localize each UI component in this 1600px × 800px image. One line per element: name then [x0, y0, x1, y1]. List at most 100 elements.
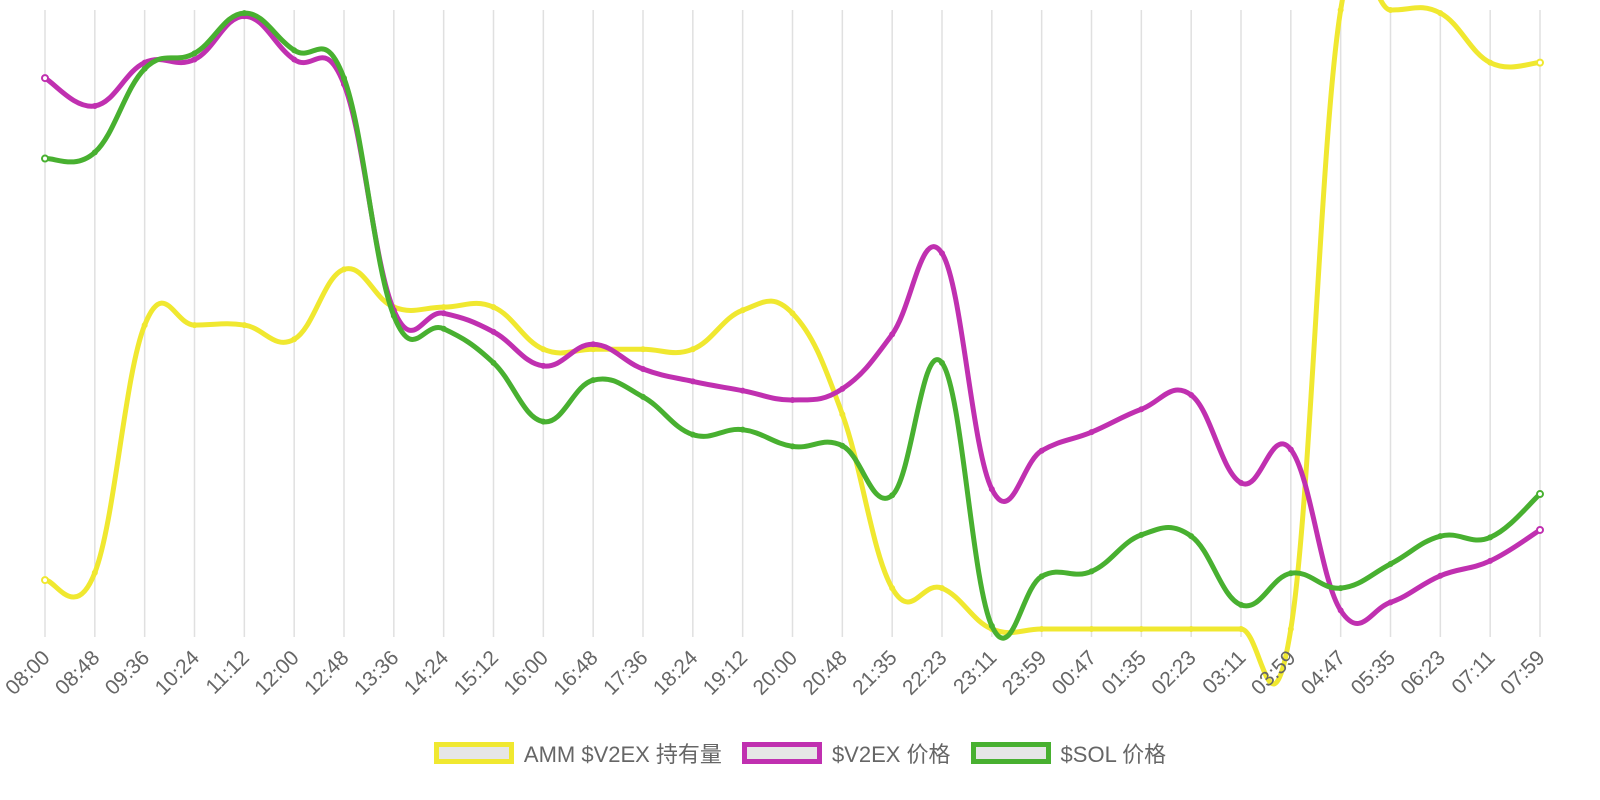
data-point[interactable] — [640, 346, 646, 353]
data-point[interactable] — [1238, 626, 1244, 632]
data-point[interactable] — [1038, 447, 1045, 454]
data-point[interactable] — [341, 75, 347, 82]
data-point[interactable] — [540, 418, 547, 425]
data-point[interactable] — [440, 325, 447, 332]
data-point[interactable] — [939, 250, 945, 257]
data-point[interactable] — [291, 56, 298, 63]
data-point[interactable] — [91, 149, 98, 156]
data-point[interactable] — [1138, 531, 1145, 538]
data-point[interactable] — [889, 331, 896, 338]
data-point[interactable] — [590, 377, 597, 384]
data-point[interactable] — [1088, 568, 1095, 575]
data-point[interactable] — [341, 266, 347, 273]
data-point[interactable] — [41, 576, 49, 585]
data-point[interactable] — [889, 585, 896, 592]
legend-item-v2ex-price[interactable]: $V2EX 价格 — [741, 737, 951, 769]
data-point[interactable] — [1487, 59, 1494, 66]
data-point[interactable] — [141, 65, 148, 72]
data-point[interactable] — [889, 492, 896, 499]
x-tick-label: 00:47 — [1048, 646, 1101, 699]
data-point[interactable] — [939, 359, 945, 366]
data-point[interactable] — [1387, 561, 1394, 568]
data-point[interactable] — [490, 328, 497, 335]
data-point[interactable] — [689, 378, 696, 385]
data-point[interactable] — [988, 486, 995, 493]
data-point[interactable] — [1138, 406, 1145, 413]
data-point[interactable] — [1238, 479, 1244, 486]
data-point[interactable] — [1188, 626, 1195, 632]
series-line — [42, 10, 1543, 641]
data-point[interactable] — [1138, 626, 1145, 632]
data-point[interactable] — [91, 569, 98, 576]
data-point[interactable] — [689, 431, 696, 438]
data-point[interactable] — [540, 346, 547, 353]
data-point[interactable] — [1238, 601, 1244, 608]
data-point[interactable] — [1038, 626, 1045, 632]
data-point[interactable] — [191, 56, 198, 63]
data-point[interactable] — [1437, 10, 1444, 17]
data-point[interactable] — [1188, 392, 1195, 399]
data-point[interactable] — [1038, 573, 1045, 580]
data-point[interactable] — [1387, 7, 1394, 13]
data-point[interactable] — [590, 346, 597, 353]
data-point[interactable] — [1337, 585, 1344, 592]
data-point[interactable] — [1337, 7, 1344, 13]
data-point[interactable] — [739, 387, 746, 394]
x-tick-label: 18:24 — [649, 646, 703, 700]
data-point[interactable] — [141, 322, 148, 329]
data-point[interactable] — [440, 304, 447, 311]
data-point[interactable] — [241, 322, 248, 329]
data-point[interactable] — [490, 304, 497, 311]
data-point[interactable] — [789, 443, 796, 450]
legend[interactable]: AMM $V2EX 持有量 $V2EX 价格 $SOL 价格 — [0, 736, 1600, 770]
data-point[interactable] — [1287, 446, 1294, 453]
data-point[interactable] — [1437, 572, 1444, 579]
data-point[interactable] — [1088, 429, 1095, 436]
data-point[interactable] — [41, 154, 49, 163]
data-point[interactable] — [640, 366, 646, 373]
data-point[interactable] — [839, 442, 846, 449]
data-point[interactable] — [1487, 557, 1494, 564]
data-point[interactable] — [988, 622, 995, 629]
data-point[interactable] — [689, 346, 696, 353]
data-point[interactable] — [839, 411, 846, 418]
legend-item-sol-price[interactable]: $SOL 价格 — [970, 737, 1166, 769]
data-point[interactable] — [1487, 534, 1494, 541]
data-point[interactable] — [490, 359, 497, 366]
x-tick-label: 04:47 — [1297, 646, 1350, 699]
data-point[interactable] — [1536, 525, 1544, 534]
data-point[interactable] — [789, 310, 796, 317]
data-point[interactable] — [390, 312, 397, 319]
x-tick-label: 12:00 — [250, 646, 303, 699]
data-point[interactable] — [1088, 626, 1095, 632]
data-point[interactable] — [291, 336, 298, 343]
data-point[interactable] — [739, 307, 746, 314]
data-point[interactable] — [1337, 607, 1344, 614]
data-point[interactable] — [241, 10, 248, 17]
data-point[interactable] — [1387, 599, 1394, 606]
data-point[interactable] — [789, 396, 796, 403]
data-point[interactable] — [640, 393, 646, 400]
data-point[interactable] — [291, 47, 298, 54]
data-point[interactable] — [191, 50, 198, 57]
data-point[interactable] — [1287, 570, 1294, 577]
data-point[interactable] — [440, 310, 447, 317]
data-point[interactable] — [1536, 58, 1544, 67]
legend-item-amm-holdings[interactable]: AMM $V2EX 持有量 — [433, 737, 722, 769]
data-point[interactable] — [191, 322, 198, 329]
data-point[interactable] — [590, 341, 597, 348]
data-point[interactable] — [1536, 490, 1544, 499]
data-point[interactable] — [91, 102, 98, 109]
data-point[interactable] — [939, 585, 945, 592]
data-point[interactable] — [41, 74, 49, 83]
data-point[interactable] — [540, 362, 547, 369]
x-tick-label: 19:12 — [699, 646, 752, 699]
data-point[interactable] — [1437, 533, 1444, 540]
data-point[interactable] — [739, 426, 746, 433]
data-point[interactable] — [839, 385, 846, 392]
data-point[interactable] — [141, 59, 148, 66]
data-point[interactable] — [1287, 626, 1294, 632]
x-tick-label: 08:00 — [1, 646, 54, 699]
data-point[interactable] — [1188, 533, 1195, 540]
